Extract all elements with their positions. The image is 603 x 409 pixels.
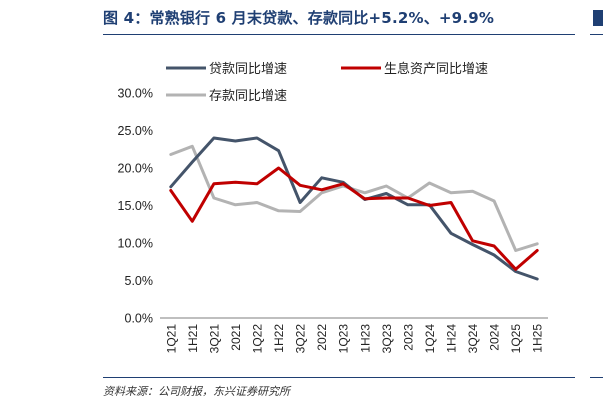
legend-label-2: 存款同比增速	[209, 89, 287, 104]
x-tick-label: 2024	[488, 324, 502, 351]
page-title: 图 4：常熟银行 6 月末贷款、存款同比+5.2%、+9.9%	[103, 9, 495, 27]
y-tick-label: 15.0%	[118, 199, 153, 213]
series-line-1	[169, 166, 539, 271]
adjacent-figure-title-fragment	[593, 10, 603, 26]
x-tick-label: 3Q22	[294, 324, 308, 354]
series-line-2	[169, 144, 539, 252]
x-tick-label: 1Q23	[337, 324, 351, 354]
x-tick-label: 1Q24	[423, 324, 437, 354]
y-tick-label: 30.0%	[118, 87, 153, 101]
x-tick-label: 1Q21	[164, 324, 178, 354]
title-underline	[103, 34, 575, 35]
x-tick-label: 1H21	[186, 324, 200, 353]
series-line-0	[169, 136, 539, 281]
x-tick-label: 2023	[401, 324, 415, 351]
adjacent-figure-underline	[590, 34, 603, 35]
y-tick-label: 10.0%	[118, 237, 153, 251]
x-tick-label: 1H23	[358, 324, 372, 353]
adjacent-source-rule	[590, 377, 603, 378]
legend-label-1: 生息资产同比增速	[384, 61, 488, 77]
x-tick-label: 2021	[229, 324, 243, 351]
series-lines	[169, 136, 539, 281]
y-tick-label: 5.0%	[125, 274, 154, 288]
x-tick-label: 1H24	[445, 324, 459, 353]
x-tick-label: 1Q22	[251, 324, 265, 354]
y-tick-label: 20.0%	[118, 162, 153, 176]
source-rule	[103, 377, 575, 378]
x-tick-label: 1Q25	[509, 324, 523, 354]
x-tick-label: 3Q21	[207, 324, 221, 354]
x-tick-label: 3Q24	[466, 324, 480, 354]
source-note: 资料来源：公司财报，东兴证券研究所	[103, 385, 290, 398]
legend-label-0: 贷款同比增速	[209, 62, 287, 77]
y-tick-label: 0.0%	[125, 312, 154, 326]
y-axis: 30.0% 25.0% 20.0% 15.0% 10.0% 5.0% 0.0%	[118, 87, 153, 326]
x-tick-label: 1H25	[531, 324, 545, 353]
x-tick-label: 1H22	[272, 324, 286, 353]
y-tick-label: 25.0%	[118, 124, 153, 138]
x-axis: 1Q21 1H21 3Q21 2021 1Q22 1H22 3Q22 2022 1Q23 1H23…	[160, 317, 548, 354]
x-tick-label: 2022	[315, 324, 329, 351]
x-tick-label: 3Q23	[380, 324, 394, 354]
